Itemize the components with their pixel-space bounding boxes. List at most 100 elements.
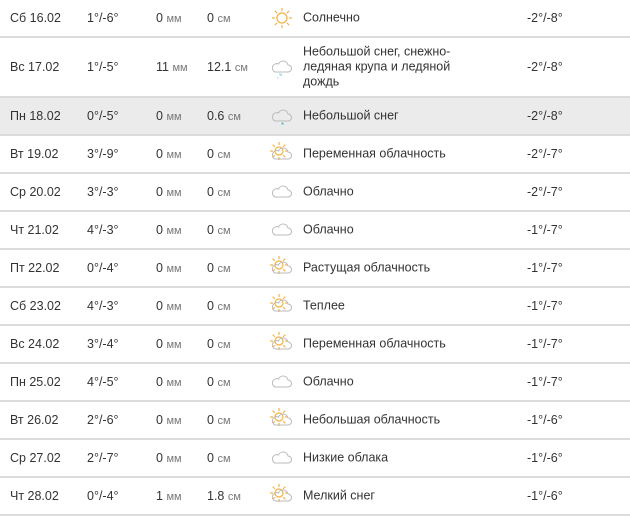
table-row: Пн 25.02 4°/-5° 0 мм 0 см Облачно -1°/-7… <box>0 364 630 402</box>
date: Вс 24.02 <box>10 337 60 351</box>
precipitation: 0 мм <box>156 11 182 25</box>
day-temp: 1°/-6° <box>87 11 119 25</box>
precipitation: 0 мм <box>156 375 182 389</box>
snow-depth: 0 см <box>207 299 231 313</box>
night-temp: -1°/-7° <box>527 261 563 275</box>
table-row: Пн 18.02 0°/-5° 0 мм 0.6 см * Небольшой … <box>0 98 630 136</box>
cloud-icon <box>271 375 292 388</box>
conditions: Небольшая облачность <box>303 412 441 427</box>
night-temp: -2°/-8° <box>527 60 563 74</box>
sun-cloud-icon <box>270 142 292 160</box>
night-temp: -1°/-7° <box>527 223 563 237</box>
conditions: Облачно <box>303 222 354 237</box>
svg-text:*: * <box>281 121 284 128</box>
cloud-snow-icon: * <box>271 109 292 128</box>
snow-depth: 0 см <box>207 375 231 389</box>
table-row: Вт 26.02 2°/-6° 0 мм 0 см Небольшая обла… <box>0 402 630 440</box>
day-temp: 4°/-3° <box>87 299 119 313</box>
snow-depth: 0 см <box>207 11 231 25</box>
snow-depth: 0.6 см <box>207 109 241 123</box>
conditions: Теплее <box>303 298 345 313</box>
date: Чт 28.02 <box>10 489 59 503</box>
conditions: Солнечно <box>303 10 360 25</box>
conditions: Растущая облачность <box>303 260 431 275</box>
night-temp: -2°/-8° <box>527 11 563 25</box>
table-row: Ср 20.02 3°/-3° 0 мм 0 см Облачно -2°/-7… <box>0 174 630 212</box>
night-temp: -1°/-6° <box>527 489 563 503</box>
table-row: Пт 22.02 0°/-4° 0 мм 0 см Растущая облач… <box>0 250 630 288</box>
sun-cloud-icon <box>270 294 292 312</box>
day-temp: 1°/-5° <box>87 60 119 74</box>
snow-depth: 0 см <box>207 451 231 465</box>
precipitation: 1 мм <box>156 489 182 503</box>
day-temp: 3°/-3° <box>87 185 119 199</box>
table-row: Вт 19.02 3°/-9° 0 мм 0 см Переменная обл… <box>0 136 630 174</box>
night-temp: -2°/-7° <box>527 185 563 199</box>
conditions: Облачно <box>303 184 354 199</box>
snow-depth: 0 см <box>207 413 231 427</box>
night-temp: -1°/-6° <box>527 451 563 465</box>
snow-depth: 0 см <box>207 147 231 161</box>
night-temp: -2°/-8° <box>527 109 563 123</box>
day-temp: 3°/-4° <box>87 337 119 351</box>
conditions: Облачно <box>303 374 354 389</box>
cloud-icon <box>271 223 292 236</box>
sun-cloud-icon <box>270 332 292 350</box>
conditions: Переменная облачность <box>303 336 446 351</box>
snow-depth: 0 см <box>207 337 231 351</box>
precipitation: 0 мм <box>156 109 182 123</box>
date: Ср 20.02 <box>10 185 61 199</box>
night-temp: -1°/-7° <box>527 299 563 313</box>
night-temp: -1°/-6° <box>527 413 563 427</box>
conditions: Мелкий снег <box>303 488 375 503</box>
snow-depth: 12.1 см <box>207 60 248 74</box>
table-row: Вс 24.02 3°/-4° 0 мм 0 см Переменная обл… <box>0 326 630 364</box>
sun-icon <box>272 8 292 28</box>
day-temp: 4°/-5° <box>87 375 119 389</box>
precipitation: 0 мм <box>156 337 182 351</box>
date: Сб 16.02 <box>10 11 61 25</box>
table-row: Сб 23.02 4°/-3° 0 мм 0 см Теплее -1°/-7° <box>0 288 630 326</box>
date: Вс 17.02 <box>10 60 60 74</box>
day-temp: 0°/-5° <box>87 109 119 123</box>
sun-cloud-icon <box>270 484 292 502</box>
sun-cloud-icon <box>270 408 292 426</box>
day-temp: 3°/-9° <box>87 147 119 161</box>
day-temp: 2°/-6° <box>87 413 119 427</box>
day-temp: 0°/-4° <box>87 489 119 503</box>
date: Пн 25.02 <box>10 375 61 389</box>
day-temp: 4°/-3° <box>87 223 119 237</box>
date: Вт 26.02 <box>10 413 59 427</box>
precipitation: 0 мм <box>156 223 182 237</box>
cloud-sleet-icon: ,'* <box>271 60 292 79</box>
precipitation: 0 мм <box>156 413 182 427</box>
precipitation: 0 мм <box>156 185 182 199</box>
precipitation: 0 мм <box>156 147 182 161</box>
precipitation: 0 мм <box>156 261 182 275</box>
day-temp: 2°/-7° <box>87 451 119 465</box>
precipitation: 0 мм <box>156 299 182 313</box>
date: Вт 19.02 <box>10 147 59 161</box>
date: Ср 27.02 <box>10 451 61 465</box>
precipitation: 11 мм <box>156 60 188 74</box>
sun-cloud-icon <box>270 256 292 274</box>
snow-depth: 0 см <box>207 223 231 237</box>
table-row: Вс 17.02 1°/-5° 11 мм 12.1 см ,'* Неболь… <box>0 38 630 98</box>
table-row: Ср 27.02 2°/-7° 0 мм 0 см Низкие облака … <box>0 440 630 478</box>
conditions: Низкие облака <box>303 450 389 465</box>
day-temp: 0°/-4° <box>87 261 119 275</box>
table-row: Чт 21.02 4°/-3° 0 мм 0 см Облачно -1°/-7… <box>0 212 630 250</box>
cloud-icon <box>271 451 292 464</box>
cloud-icon <box>271 185 292 198</box>
snow-depth: 0 см <box>207 261 231 275</box>
precipitation: 0 мм <box>156 451 182 465</box>
svg-text:,'*: ,'* <box>277 74 283 79</box>
conditions: Небольшой снег <box>303 108 399 123</box>
table-row: Чт 28.02 0°/-4° 1 мм 1.8 см Мелкий снег … <box>0 478 630 516</box>
date: Сб 23.02 <box>10 299 61 313</box>
night-temp: -2°/-7° <box>527 147 563 161</box>
night-temp: -1°/-7° <box>527 337 563 351</box>
snow-depth: 1.8 см <box>207 489 241 503</box>
night-temp: -1°/-7° <box>527 375 563 389</box>
